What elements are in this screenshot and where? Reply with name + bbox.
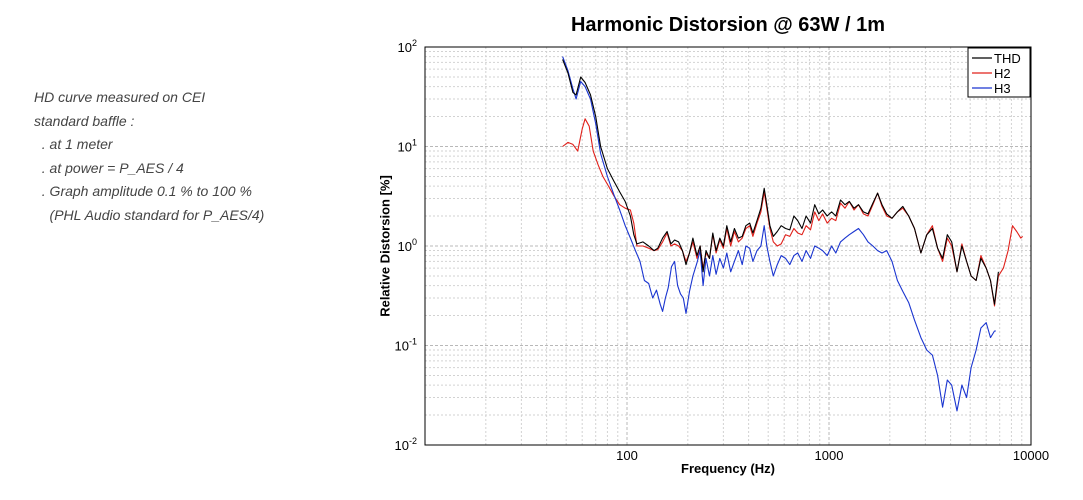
notes-line: . Graph amplitude 0.1 % to 100 %	[34, 183, 252, 199]
chart-title: Harmonic Distorsion @ 63W / 1m	[570, 14, 885, 36]
y-tick-label: 102	[398, 38, 417, 55]
x-tick-label: 10000	[1013, 448, 1049, 463]
y-tick-label: 100	[398, 237, 417, 254]
grid	[425, 47, 1031, 445]
legend-label-h2: H2	[994, 66, 1011, 81]
x-axis-label: Frequency (Hz)	[681, 461, 775, 476]
legend-label-thd: THD	[994, 51, 1021, 66]
y-axis-label: Relative Distorsion [%]	[377, 175, 392, 317]
series-line-h3	[562, 56, 996, 412]
y-tick-label: 10-1	[395, 337, 417, 354]
plot-frame	[424, 46, 1032, 446]
x-tick-labels: 100 1000 10000	[616, 448, 1049, 463]
notes-line: . at 1 meter	[34, 136, 113, 152]
series-lines	[562, 56, 1024, 412]
series-line-h2	[562, 118, 1024, 307]
series-line-thd	[562, 59, 999, 305]
notes-line: (PHL Audio standard for P_AES/4)	[34, 206, 265, 223]
x-tick-label: 1000	[815, 448, 844, 463]
y-tick-label: 10-2	[395, 436, 417, 453]
x-tick-label: 100	[616, 448, 638, 463]
notes-line: standard baffle :	[34, 112, 135, 129]
notes-line: HD curve measured on CEI	[34, 89, 206, 105]
y-tick-labels: 102 101 100 10-1 10-2	[395, 38, 417, 453]
legend-label-h3: H3	[994, 81, 1011, 96]
y-tick-label: 101	[398, 138, 417, 155]
measurement-notes: HD curve measured on CEI standard baffle…	[34, 86, 354, 227]
notes-line: . at power = P_AES / 4	[34, 159, 184, 176]
